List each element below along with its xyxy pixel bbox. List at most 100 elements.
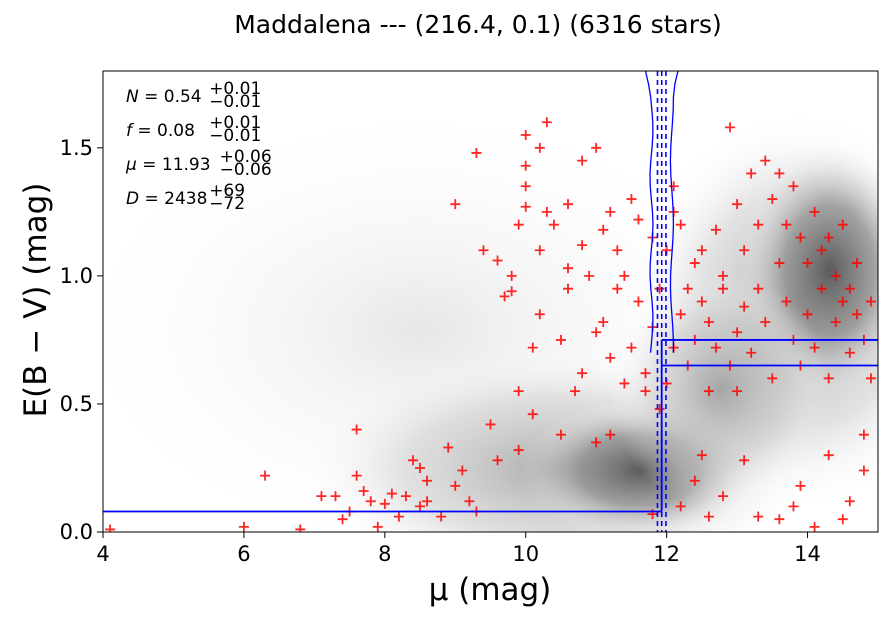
data-point — [816, 283, 827, 294]
data-point — [520, 160, 531, 171]
data-point — [436, 511, 447, 522]
data-point — [577, 240, 588, 251]
data-point — [710, 342, 721, 353]
data-point — [746, 168, 757, 179]
data-point — [760, 316, 771, 327]
data-point — [767, 373, 778, 384]
data-point — [520, 130, 531, 141]
data-point — [408, 455, 418, 466]
x-tick-label: 8 — [378, 542, 391, 566]
data-point — [422, 475, 433, 486]
data-point — [337, 514, 348, 525]
fit-parameters: N = 0.54 +0.01−0.01f = 0.08 +0.01−0.01μ = … — [125, 79, 272, 214]
data-point — [358, 486, 369, 497]
data-point — [689, 475, 700, 486]
data-point — [710, 224, 721, 235]
fit-parameter: D = 2438 — [126, 189, 207, 209]
data-point — [816, 245, 827, 256]
data-point — [372, 521, 383, 532]
data-point — [478, 245, 489, 256]
data-point — [837, 296, 848, 307]
data-point — [541, 206, 552, 217]
data-point — [732, 199, 743, 210]
data-point — [422, 496, 433, 507]
x-tick-label: 10 — [512, 542, 539, 566]
data-point — [865, 296, 876, 307]
data-point — [548, 219, 559, 230]
data-point — [809, 521, 820, 532]
data-point — [471, 147, 482, 158]
data-point — [598, 224, 609, 235]
y-tick-label: 1.5 — [60, 136, 93, 160]
data-point — [464, 496, 475, 507]
data-point — [675, 309, 686, 320]
x-tick-label: 12 — [653, 542, 680, 566]
data-point — [570, 386, 581, 397]
data-point — [457, 465, 468, 476]
data-point — [830, 316, 841, 327]
data-point — [788, 501, 799, 512]
data-point — [492, 455, 503, 466]
data-point — [633, 296, 644, 307]
data-point — [703, 316, 714, 327]
data-point — [295, 524, 306, 532]
fit-parameter-upper-error: +69 — [209, 181, 245, 201]
data-point — [499, 291, 510, 302]
data-point — [541, 117, 552, 128]
data-point — [795, 232, 806, 243]
data-point — [492, 255, 503, 266]
data-point — [696, 296, 707, 307]
data-point — [809, 206, 820, 217]
data-point — [767, 194, 778, 205]
data-point — [415, 462, 426, 473]
data-point — [654, 283, 665, 294]
data-point — [415, 501, 426, 512]
posterior-histogram-left — [644, 71, 654, 353]
data-point — [591, 437, 602, 448]
data-point — [718, 270, 728, 281]
data-point — [555, 334, 566, 345]
data-point — [668, 181, 679, 192]
data-point — [675, 219, 686, 230]
data-point — [605, 429, 616, 440]
fit-parameter-lower-error: −72 — [209, 194, 245, 214]
data-point — [654, 404, 665, 415]
data-point — [788, 181, 799, 192]
posterior-histogram-right — [669, 71, 679, 353]
data-point — [823, 373, 834, 384]
data-point — [696, 450, 707, 461]
fit-parameter: μ = 11.93 — [125, 155, 211, 175]
fit-parameter-upper-error: +0.01 — [209, 79, 261, 99]
data-point — [802, 309, 813, 320]
chart-title: Maddalena --- (216.4, 0.1) (6316 stars) — [234, 10, 722, 39]
y-axis-title: E(B − V) (mag) — [18, 183, 54, 418]
x-tick-label: 4 — [96, 542, 109, 566]
data-point — [626, 194, 637, 205]
data-point — [534, 245, 545, 256]
data-point — [809, 342, 820, 353]
data-point — [513, 219, 524, 230]
fit-parameter-upper-error: +0.01 — [209, 113, 261, 133]
data-point — [689, 258, 700, 269]
data-point — [400, 491, 411, 502]
data-point — [393, 511, 404, 522]
x-tick-label: 6 — [237, 542, 250, 566]
data-point — [563, 199, 573, 210]
data-point — [443, 442, 454, 453]
data-point — [577, 155, 588, 166]
data-point — [527, 409, 538, 420]
data-point — [725, 122, 736, 133]
x-tick-label: 14 — [794, 542, 821, 566]
data-point — [823, 232, 834, 243]
x-axis: 4 6 8 10 12 14 — [96, 532, 821, 566]
y-axis: 0.0 0.5 1.0 1.5 — [60, 136, 103, 544]
data-point — [682, 283, 693, 294]
data-point — [718, 491, 728, 502]
data-point — [450, 480, 461, 491]
fit-parameter-lower-error: −0.06 — [220, 160, 272, 180]
data-point — [591, 142, 602, 153]
data-point — [746, 347, 757, 358]
data-point — [555, 429, 566, 440]
data-point — [753, 511, 764, 522]
